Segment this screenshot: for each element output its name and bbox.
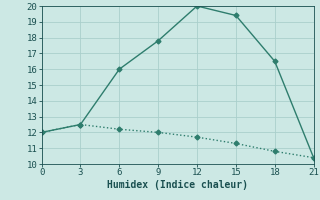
X-axis label: Humidex (Indice chaleur): Humidex (Indice chaleur) — [107, 180, 248, 190]
